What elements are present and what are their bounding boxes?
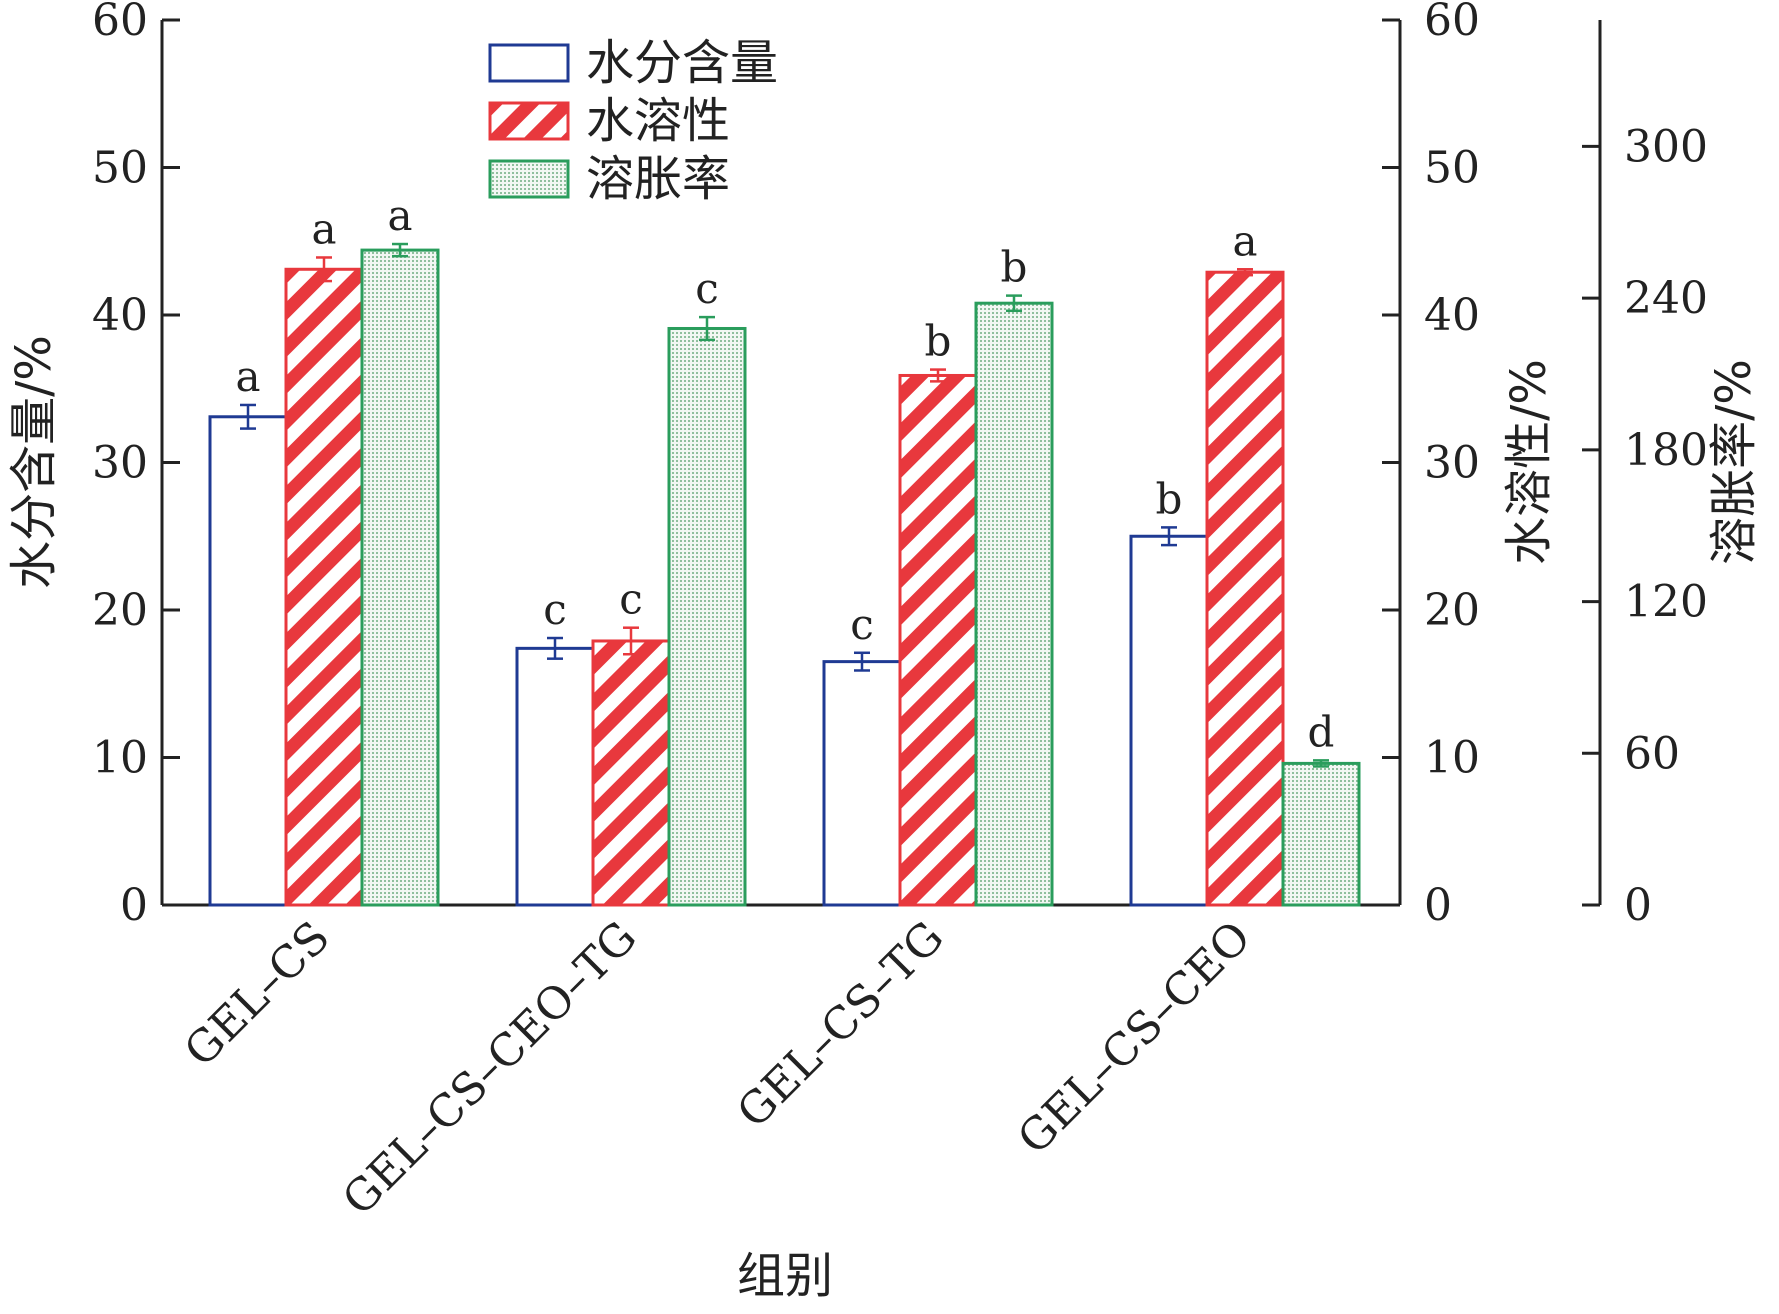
- tick-label: 40: [1424, 290, 1480, 341]
- tick-label: 300: [1624, 121, 1708, 172]
- significance-label: a: [235, 352, 260, 401]
- left-axis-title: 水分含量/%: [6, 335, 62, 589]
- bars: a c c b a c b a a c b d: [208, 191, 1361, 907]
- bar-water-solubility: [591, 639, 671, 907]
- tick-label: 10: [1424, 733, 1480, 784]
- legend-label-water-solubility: 水溶性: [586, 93, 730, 149]
- legend-swatch-swelling-ratio: [488, 159, 570, 199]
- bar-moisture-content: [822, 660, 902, 907]
- category-label: GEL–CS–TG: [728, 912, 954, 1138]
- bar-moisture-content: [208, 415, 288, 907]
- tick-label: 20: [92, 585, 148, 636]
- category-label: GEL–CS–CEO: [1008, 912, 1261, 1165]
- tick-label: 10: [92, 733, 148, 784]
- significance-label: a: [1232, 216, 1257, 265]
- right-axis-title-2: 溶胀率/%: [1706, 359, 1762, 565]
- significance-label: d: [1308, 707, 1335, 756]
- bar-water-solubility: [284, 267, 364, 907]
- bar-swelling-ratio: [1281, 761, 1361, 907]
- legend-swatch-water-solubility: [488, 101, 570, 141]
- significance-label: b: [1001, 243, 1028, 292]
- legend-swatch-moisture-content: [488, 43, 570, 83]
- significance-label: b: [925, 317, 952, 366]
- tick-label: 0: [120, 880, 148, 931]
- significance-label: a: [311, 204, 336, 253]
- bar-moisture-content: [515, 646, 595, 907]
- significance-label: c: [850, 600, 874, 649]
- tick-label: 30: [92, 438, 148, 489]
- right-axis-swelling-ratio: 0 60 120 180 240 300 溶胀率/%: [1582, 20, 1762, 931]
- tick-label: 50: [92, 143, 148, 194]
- significance-label: c: [619, 575, 643, 624]
- tick-label: 120: [1624, 577, 1708, 628]
- significance-label: c: [695, 264, 719, 313]
- category-label: GEL–CS: [175, 912, 340, 1077]
- tick-label: 180: [1624, 425, 1708, 476]
- tick-label: 0: [1424, 880, 1452, 931]
- significance-label: b: [1156, 474, 1183, 523]
- bar-moisture-content: [1129, 534, 1209, 907]
- tick-label: 40: [92, 290, 148, 341]
- bar-water-solubility: [1205, 270, 1285, 907]
- tick-label: 240: [1624, 273, 1708, 324]
- significance-label: c: [543, 585, 567, 634]
- right-axis-title-1: 水溶性/%: [1501, 359, 1557, 565]
- legend-label-swelling-ratio: 溶胀率: [586, 151, 730, 207]
- tick-label: 20: [1424, 585, 1480, 636]
- legend-label-moisture-content: 水分含量: [586, 35, 778, 91]
- significance-label: a: [387, 191, 412, 240]
- left-axis: 0 10 20 30 40 50 60 水分含量/%: [6, 0, 180, 931]
- category-label: GEL–CS–CEO–TG: [333, 912, 647, 1226]
- tick-label: 30: [1424, 438, 1480, 489]
- tick-label: 60: [1424, 0, 1480, 46]
- right-axis-water-solubility: 0 10 20 30 40 50 60 水溶性/%: [1382, 0, 1557, 931]
- tick-label: 50: [1424, 143, 1480, 194]
- bar-swelling-ratio: [667, 326, 747, 907]
- x-axis-title: 组别: [737, 1248, 833, 1304]
- tick-label: 0: [1624, 880, 1652, 931]
- bar-swelling-ratio: [360, 248, 440, 907]
- tick-label: 60: [92, 0, 148, 46]
- bar-water-solubility: [898, 373, 978, 907]
- tick-label: 60: [1624, 728, 1680, 779]
- bar-swelling-ratio: [974, 301, 1054, 907]
